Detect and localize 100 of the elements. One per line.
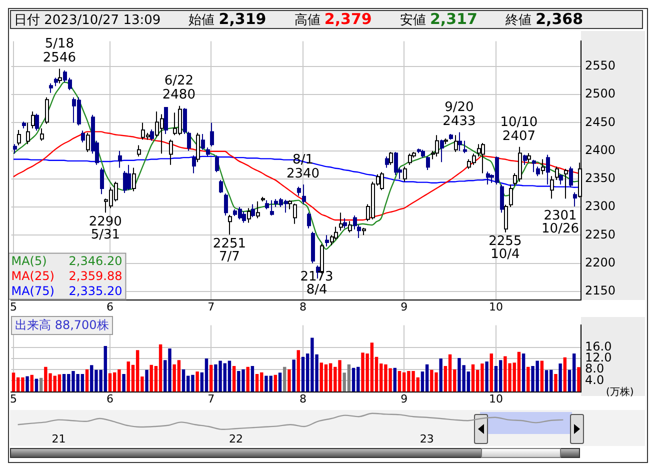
bar [122,374,126,392]
candlestick [408,153,412,166]
candlestick [550,176,554,200]
candlestick [228,214,232,236]
x-tick-label: 21 [52,432,66,446]
candlestick [242,211,246,224]
bar [577,367,580,392]
bar [85,369,89,392]
candlestick [270,200,274,216]
candlestick [504,204,508,233]
text: 5/18 2546 [42,36,76,66]
candlestick [132,167,136,192]
x-tick-label: 5 [10,300,18,314]
candlestick [302,184,306,205]
candlestick [13,144,17,154]
candlestick [573,192,577,207]
x-tick-label: 7 [208,392,215,406]
y-tick-label: 2200 [585,255,616,270]
x-tick-label: 22 [228,432,243,446]
bar [274,374,278,392]
bar [39,378,43,392]
x-tick-label: 6 [106,300,114,314]
candlestick [339,212,343,232]
candlestick [532,159,536,173]
bar [250,366,254,392]
candlestick [17,130,21,146]
candlestick [49,82,53,94]
candlestick [192,154,196,174]
candlestick [435,134,439,157]
bar [558,363,562,392]
text: 2255 10/4 [488,234,522,262]
bar [292,360,296,392]
bar [283,366,286,392]
y-tick-label: 2500 [585,86,616,101]
bar [30,374,34,392]
text: 2290 5/31 [88,214,122,243]
bar [108,373,112,392]
candlestick [40,128,44,142]
bar [232,366,236,392]
candlestick [403,166,407,182]
candlestick [35,113,39,132]
bar [439,358,442,392]
candlestick [334,226,338,240]
y-tick-label: 2300 [585,199,616,214]
candlestick [164,106,168,134]
bar [522,354,526,392]
text: 10/10 2407 [500,114,538,144]
candlestick [219,180,223,194]
text: MA(5) 2,346.20 [11,254,122,268]
x-tick-label: 6 [106,392,114,406]
candlestick [385,156,389,168]
candlestick [224,193,228,216]
candlestick [523,154,527,166]
x-tick-label: 8 [300,392,306,406]
x-tick-label: 5 [10,392,18,406]
candlestick [481,142,485,174]
candlestick [454,134,458,152]
candlestick [26,122,30,145]
text: 2251 7/7 [212,236,246,264]
candlestick [343,218,347,229]
y-axis-title: (万株) [606,386,634,399]
bar [228,360,232,392]
bar [182,369,186,392]
candlestick [555,166,559,181]
text: 高値 2,379 [294,10,372,29]
candlestick [564,168,568,200]
bar [490,354,494,392]
candlestick [86,132,90,152]
bar [209,364,213,392]
candlestick [477,144,481,157]
text: 安値 2,317 [400,10,478,29]
candlestick [127,164,131,191]
text: MA(75) 2,335.20 [11,284,122,298]
candlestick [31,110,35,129]
candlestick [559,174,563,186]
candlestick [210,122,214,147]
y-tick-label: 2400 [585,142,616,157]
bar [12,372,16,392]
candlestick [150,128,154,142]
candlestick [45,96,49,124]
candlestick [325,234,329,247]
text: 終値 2,368 [505,10,584,29]
candlestick [81,130,85,143]
candlestick [251,204,255,218]
text: 6/22 2480 [162,74,196,103]
candlestick [307,212,311,229]
bar [58,374,62,392]
bar [296,350,300,392]
candlestick [458,132,462,152]
y-tick-label: 2350 [585,171,616,186]
bar [526,366,530,392]
candlestick [169,139,173,166]
bar [158,344,162,392]
candlestick [569,166,573,188]
x-tick-label: 9 [400,300,408,314]
candlestick [426,156,430,170]
y-tick-label: 2550 [585,58,616,73]
bar [485,362,488,392]
y-tick-label: 2150 [585,283,616,298]
bar [246,366,250,392]
